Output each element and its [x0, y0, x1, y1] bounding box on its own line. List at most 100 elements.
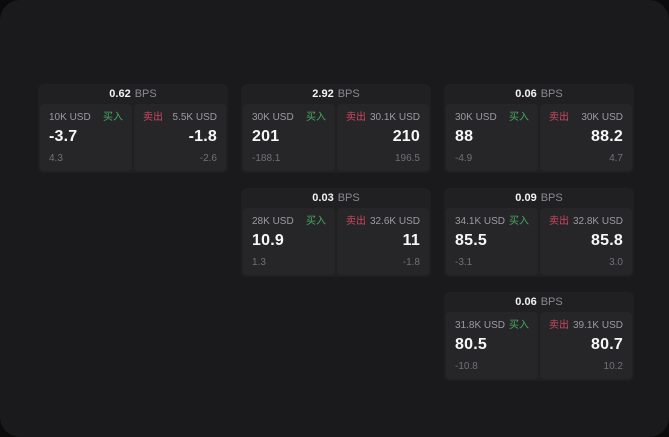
buy-side-label: 买入	[306, 216, 326, 227]
bps-unit-label: BPS	[337, 192, 360, 204]
sell-side-label: 卖出	[549, 112, 569, 123]
buy-delta: -4.9	[455, 153, 473, 164]
buy-amount-label: 28K USD	[252, 216, 294, 227]
buy-quote-tile[interactable]: 34.1K USD 买入 85.5 -3.1	[446, 208, 538, 275]
quote-card: 0.03 BPS 28K USD 买入 10.9 1.3 卖出 32.6K US…	[241, 188, 431, 277]
sell-price: 80.7	[591, 336, 623, 353]
card-header: 0.09 BPS	[446, 188, 632, 208]
buy-amount-label: 30K USD	[455, 112, 497, 123]
card-header: 2.92 BPS	[243, 84, 429, 104]
buy-price: -3.7	[49, 128, 78, 145]
sell-quote-tile[interactable]: 卖出 30.1K USD 210 196.5	[337, 104, 429, 171]
sell-tile-header: 卖出 30K USD	[549, 111, 623, 124]
bps-unit-label: BPS	[134, 88, 157, 100]
quote-card: 2.92 BPS 30K USD 买入 201 -188.1 卖出 30.1K …	[241, 84, 431, 173]
buy-price: 80.5	[455, 336, 487, 353]
sell-price: 11	[402, 232, 420, 249]
buy-delta: -10.8	[455, 361, 478, 372]
buy-delta: -3.1	[455, 257, 473, 268]
sell-amount-label: 5.5K USD	[172, 112, 217, 123]
buy-side-label: 买入	[509, 112, 529, 123]
buy-price: 10.9	[252, 232, 284, 249]
sell-quote-tile[interactable]: 卖出 39.1K USD 80.7 10.2	[540, 312, 632, 379]
bps-value: 2.92	[312, 88, 334, 100]
buy-side-label: 买入	[306, 112, 326, 123]
sell-price: 88.2	[591, 128, 623, 145]
buy-price: 85.5	[455, 232, 487, 249]
sell-price: 210	[392, 128, 420, 145]
buy-tile-header: 28K USD 买入	[252, 215, 326, 228]
card-body: 34.1K USD 买入 85.5 -3.1 卖出 32.8K USD 85.8…	[446, 208, 632, 275]
card-body: 10K USD 买入 -3.7 4.3 卖出 5.5K USD -1.8 -2.…	[40, 104, 226, 171]
sell-delta: 196.5	[394, 153, 420, 164]
quote-card: 0.09 BPS 34.1K USD 买入 85.5 -3.1 卖出 32.8K…	[444, 188, 634, 277]
buy-delta: 1.3	[252, 257, 266, 268]
sell-delta: 3.0	[609, 257, 623, 268]
buy-quote-tile[interactable]: 30K USD 买入 88 -4.9	[446, 104, 538, 171]
buy-tile-header: 30K USD 买入	[455, 111, 529, 124]
card-header: 0.06 BPS	[446, 84, 632, 104]
sell-quote-tile[interactable]: 卖出 30K USD 88.2 4.7	[540, 104, 632, 171]
sell-price: 85.8	[591, 232, 623, 249]
sell-price: -1.8	[188, 128, 217, 145]
buy-amount-label: 31.8K USD	[455, 320, 506, 331]
buy-price: 201	[252, 128, 280, 145]
bps-unit-label: BPS	[540, 88, 563, 100]
sell-tile-header: 卖出 30.1K USD	[346, 111, 420, 124]
sell-tile-header: 卖出 5.5K USD	[143, 111, 217, 124]
card-header: 0.03 BPS	[243, 188, 429, 208]
card-header: 0.06 BPS	[446, 292, 632, 312]
sell-tile-header: 卖出 32.6K USD	[346, 215, 420, 228]
sell-tile-header: 卖出 32.8K USD	[549, 215, 623, 228]
buy-delta: 4.3	[49, 153, 63, 164]
sell-delta: -2.6	[199, 153, 217, 164]
quote-card: 0.06 BPS 30K USD 买入 88 -4.9 卖出 30K USD	[444, 84, 634, 173]
buy-quote-tile[interactable]: 10K USD 买入 -3.7 4.3	[40, 104, 132, 171]
buy-price: 88	[455, 128, 474, 145]
buy-amount-label: 34.1K USD	[455, 216, 506, 227]
quote-card: 0.62 BPS 10K USD 买入 -3.7 4.3 卖出 5.5K USD	[38, 84, 228, 173]
buy-delta: -188.1	[252, 153, 281, 164]
sell-amount-label: 30K USD	[581, 112, 623, 123]
bps-unit-label: BPS	[337, 88, 360, 100]
card-body: 30K USD 买入 201 -188.1 卖出 30.1K USD 210 1…	[243, 104, 429, 171]
bps-value: 0.09	[515, 192, 537, 204]
sell-delta: 4.7	[609, 153, 623, 164]
buy-amount-label: 10K USD	[49, 112, 91, 123]
sell-quote-tile[interactable]: 卖出 32.6K USD 11 -1.8	[337, 208, 429, 275]
card-header: 0.62 BPS	[40, 84, 226, 104]
buy-side-label: 买入	[509, 216, 529, 227]
sell-amount-label: 39.1K USD	[572, 320, 623, 331]
sell-amount-label: 30.1K USD	[369, 112, 420, 123]
sell-amount-label: 32.8K USD	[572, 216, 623, 227]
quote-card: 0.06 BPS 31.8K USD 买入 80.5 -10.8 卖出 39.1…	[444, 292, 634, 381]
buy-amount-label: 30K USD	[252, 112, 294, 123]
buy-tile-header: 30K USD 买入	[252, 111, 326, 124]
sell-delta: 10.2	[603, 361, 623, 372]
sell-side-label: 卖出	[143, 112, 163, 123]
buy-quote-tile[interactable]: 30K USD 买入 201 -188.1	[243, 104, 335, 171]
sell-side-label: 卖出	[346, 112, 366, 123]
buy-quote-tile[interactable]: 28K USD 买入 10.9 1.3	[243, 208, 335, 275]
sell-side-label: 卖出	[346, 216, 366, 227]
card-body: 31.8K USD 买入 80.5 -10.8 卖出 39.1K USD 80.…	[446, 312, 632, 379]
buy-tile-header: 34.1K USD 买入	[455, 215, 529, 228]
buy-tile-header: 10K USD 买入	[49, 111, 123, 124]
sell-delta: -1.8	[402, 257, 420, 268]
quotes-grid: 0.62 BPS 10K USD 买入 -3.7 4.3 卖出 5.5K USD	[38, 84, 634, 381]
sell-quote-tile[interactable]: 卖出 32.8K USD 85.8 3.0	[540, 208, 632, 275]
bps-value: 0.03	[312, 192, 334, 204]
card-body: 30K USD 买入 88 -4.9 卖出 30K USD 88.2 4.7	[446, 104, 632, 171]
buy-side-label: 买入	[103, 112, 123, 123]
bps-value: 0.06	[515, 296, 537, 308]
bps-value: 0.62	[109, 88, 131, 100]
card-body: 28K USD 买入 10.9 1.3 卖出 32.6K USD 11 -1.8	[243, 208, 429, 275]
sell-side-label: 卖出	[549, 216, 569, 227]
sell-quote-tile[interactable]: 卖出 5.5K USD -1.8 -2.6	[134, 104, 226, 171]
sell-amount-label: 32.6K USD	[369, 216, 420, 227]
buy-quote-tile[interactable]: 31.8K USD 买入 80.5 -10.8	[446, 312, 538, 379]
buy-side-label: 买入	[509, 320, 529, 331]
buy-tile-header: 31.8K USD 买入	[455, 319, 529, 332]
sell-side-label: 卖出	[549, 320, 569, 331]
